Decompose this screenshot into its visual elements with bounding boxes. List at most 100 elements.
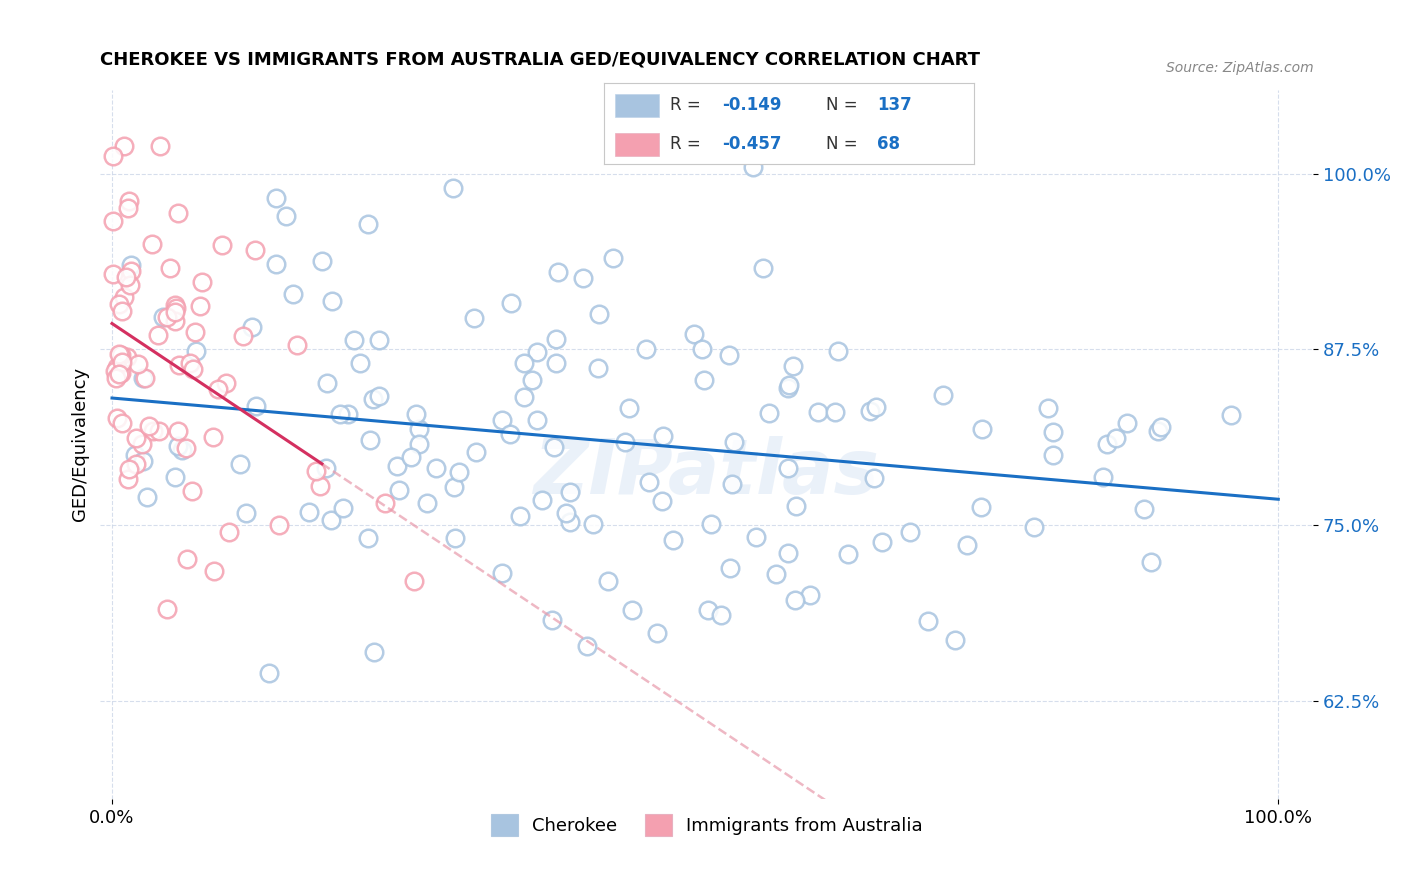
Point bbox=[211, 237, 233, 252]
Point bbox=[744, 531, 766, 545]
Point bbox=[408, 437, 430, 451]
Point bbox=[111, 416, 134, 430]
Point bbox=[463, 311, 485, 326]
Point bbox=[110, 366, 132, 380]
Point bbox=[125, 457, 148, 471]
Point bbox=[752, 260, 775, 275]
Point bbox=[388, 483, 411, 498]
Point bbox=[602, 251, 624, 265]
Point bbox=[110, 348, 132, 362]
Point bbox=[114, 270, 136, 285]
Point bbox=[117, 201, 139, 215]
Point bbox=[526, 344, 548, 359]
Point bbox=[283, 286, 305, 301]
Point bbox=[163, 314, 186, 328]
Point bbox=[399, 450, 422, 464]
Point bbox=[425, 460, 447, 475]
Point bbox=[778, 377, 800, 392]
Point bbox=[718, 561, 741, 575]
Point bbox=[131, 371, 153, 385]
Point bbox=[257, 665, 280, 680]
Point bbox=[520, 373, 543, 387]
Point bbox=[558, 515, 581, 529]
Point bbox=[188, 299, 211, 313]
Point bbox=[1036, 401, 1059, 415]
Point bbox=[1042, 425, 1064, 439]
Point bbox=[700, 516, 723, 531]
Point bbox=[181, 362, 204, 376]
Point bbox=[932, 388, 955, 402]
Point bbox=[785, 592, 807, 607]
Point bbox=[721, 477, 744, 491]
Point bbox=[104, 364, 127, 378]
Point bbox=[363, 392, 385, 407]
Point bbox=[170, 442, 193, 457]
Point bbox=[108, 297, 131, 311]
Point bbox=[367, 389, 389, 403]
Point bbox=[408, 421, 430, 435]
Point bbox=[124, 448, 146, 462]
Point bbox=[111, 304, 134, 318]
Point bbox=[943, 633, 966, 648]
Point bbox=[827, 343, 849, 358]
Point bbox=[541, 613, 564, 627]
Point bbox=[807, 405, 830, 419]
Point bbox=[1024, 519, 1046, 533]
Point bbox=[373, 496, 395, 510]
Point bbox=[526, 413, 548, 427]
Point bbox=[165, 298, 187, 312]
Point bbox=[167, 206, 190, 220]
Point bbox=[637, 475, 659, 489]
Point bbox=[917, 614, 939, 628]
Point bbox=[232, 328, 254, 343]
Point bbox=[1105, 431, 1128, 445]
Point bbox=[956, 538, 979, 552]
Point bbox=[359, 434, 381, 448]
Point bbox=[243, 243, 266, 257]
Point bbox=[778, 546, 800, 560]
Point bbox=[315, 376, 337, 390]
Point bbox=[298, 505, 321, 519]
Point bbox=[121, 264, 143, 278]
Point bbox=[404, 574, 426, 589]
Point bbox=[274, 209, 297, 223]
Point bbox=[118, 462, 141, 476]
Point bbox=[1220, 408, 1243, 422]
Point bbox=[1150, 420, 1173, 434]
Point bbox=[305, 464, 328, 478]
Point bbox=[1092, 469, 1115, 483]
Point bbox=[207, 382, 229, 396]
Point bbox=[105, 410, 128, 425]
Point bbox=[112, 290, 135, 304]
Point bbox=[156, 310, 179, 325]
Point bbox=[619, 401, 641, 416]
Point bbox=[662, 533, 685, 548]
Point bbox=[131, 437, 153, 451]
Point bbox=[176, 552, 198, 566]
Point bbox=[558, 485, 581, 500]
Point bbox=[309, 479, 332, 493]
Point bbox=[101, 149, 124, 163]
Point bbox=[181, 483, 204, 498]
Point bbox=[596, 574, 619, 588]
Point bbox=[191, 275, 214, 289]
Point bbox=[898, 524, 921, 539]
Point bbox=[785, 499, 807, 513]
Point bbox=[201, 430, 224, 444]
Point bbox=[368, 334, 391, 348]
Point bbox=[443, 480, 465, 494]
Point bbox=[765, 567, 787, 582]
Point bbox=[356, 217, 378, 231]
Point bbox=[758, 406, 780, 420]
Point bbox=[141, 236, 163, 251]
Point bbox=[634, 342, 657, 356]
Point bbox=[863, 471, 886, 485]
Point bbox=[693, 373, 716, 387]
Point bbox=[311, 254, 333, 268]
Point bbox=[184, 326, 207, 340]
Point bbox=[110, 354, 132, 368]
Point bbox=[509, 509, 531, 524]
Point bbox=[723, 435, 745, 450]
Point bbox=[1146, 424, 1168, 438]
Point bbox=[1115, 417, 1137, 431]
